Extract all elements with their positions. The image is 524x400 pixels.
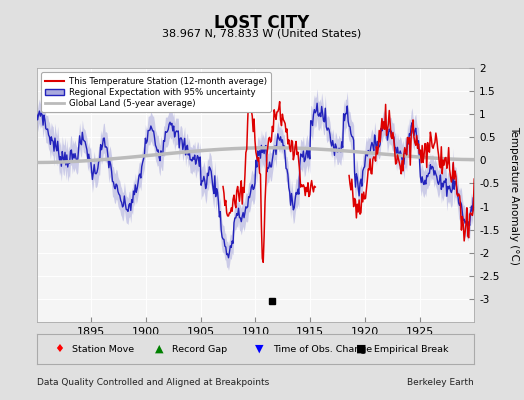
Text: LOST CITY: LOST CITY — [214, 14, 310, 32]
Y-axis label: Temperature Anomaly (°C): Temperature Anomaly (°C) — [509, 126, 519, 264]
Text: Record Gap: Record Gap — [172, 344, 227, 354]
Text: 38.967 N, 78.833 W (United States): 38.967 N, 78.833 W (United States) — [162, 29, 362, 39]
Text: Station Move: Station Move — [72, 344, 134, 354]
Text: ▲: ▲ — [155, 344, 163, 354]
Text: Berkeley Earth: Berkeley Earth — [408, 378, 474, 387]
Text: ▼: ▼ — [256, 344, 264, 354]
Text: Time of Obs. Change: Time of Obs. Change — [273, 344, 372, 354]
Text: Empirical Break: Empirical Break — [374, 344, 448, 354]
Text: Data Quality Controlled and Aligned at Breakpoints: Data Quality Controlled and Aligned at B… — [37, 378, 269, 387]
Text: ■: ■ — [356, 344, 367, 354]
Legend: This Temperature Station (12-month average), Regional Expectation with 95% uncer: This Temperature Station (12-month avera… — [41, 72, 271, 112]
Text: ♦: ♦ — [54, 344, 64, 354]
